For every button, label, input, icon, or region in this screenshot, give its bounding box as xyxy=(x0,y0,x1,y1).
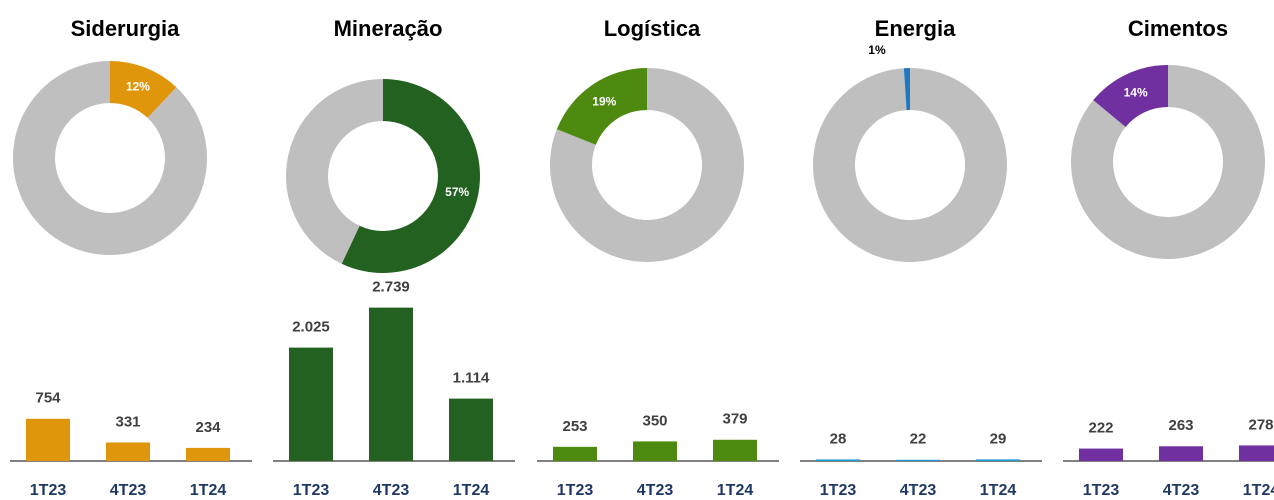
bar-label: 1.114 xyxy=(453,370,490,387)
panel-title: Energia xyxy=(875,16,956,41)
category-label: 1T24 xyxy=(453,482,490,499)
donut-slice xyxy=(1071,65,1266,259)
bar xyxy=(1239,445,1274,461)
bar-label: 2.025 xyxy=(292,319,330,336)
donut-slice xyxy=(1093,65,1168,127)
bar xyxy=(633,441,677,461)
category-label: 4T23 xyxy=(900,482,937,499)
bar-label: 29 xyxy=(990,430,1007,447)
category-label: 1T24 xyxy=(717,482,754,499)
bar xyxy=(289,347,333,461)
slice-label: 57% xyxy=(445,185,469,199)
category-label: 1T23 xyxy=(30,482,67,499)
donut-slice xyxy=(341,79,480,273)
category-label: 4T23 xyxy=(1163,482,1200,499)
bar xyxy=(106,442,150,461)
bar-label: 263 xyxy=(1168,417,1193,434)
bar-label: 278 xyxy=(1248,416,1273,433)
bar-label: 754 xyxy=(35,390,61,407)
category-label: 1T23 xyxy=(820,482,857,499)
bar-label: 22 xyxy=(910,431,927,448)
bar-label: 234 xyxy=(195,419,221,436)
category-label: 4T23 xyxy=(110,482,147,499)
category-label: 4T23 xyxy=(373,482,410,499)
bar-label: 379 xyxy=(722,411,747,428)
category-label: 1T24 xyxy=(1243,482,1274,499)
donut-slice xyxy=(813,68,1007,263)
bar xyxy=(816,459,860,461)
bar xyxy=(449,398,493,461)
bar-label: 331 xyxy=(115,413,140,430)
bar xyxy=(553,446,597,461)
donut-slice xyxy=(285,79,383,264)
panel-title: Siderurgia xyxy=(71,16,181,41)
slice-label: 14% xyxy=(1124,85,1148,99)
bar-label: 350 xyxy=(642,412,667,429)
panel-title: Logística xyxy=(604,16,701,41)
bar xyxy=(896,459,940,461)
category-label: 1T23 xyxy=(1083,482,1120,499)
bar-label: 253 xyxy=(562,418,587,435)
category-label: 1T23 xyxy=(557,482,594,499)
bar xyxy=(1079,448,1123,461)
bar xyxy=(369,307,413,461)
bar xyxy=(186,447,230,461)
bar-label: 28 xyxy=(830,430,847,447)
bar-label: 222 xyxy=(1088,420,1113,437)
bar-label: 2.739 xyxy=(372,279,410,296)
donut-slice xyxy=(110,61,177,118)
donut-slice xyxy=(556,68,647,145)
category-label: 1T23 xyxy=(293,482,330,499)
slice-label: 12% xyxy=(126,80,150,94)
donut-slice xyxy=(12,61,207,255)
slice-label: 19% xyxy=(592,94,616,108)
bar xyxy=(713,439,757,461)
category-label: 1T24 xyxy=(190,482,227,499)
bar xyxy=(976,459,1020,461)
donut-slice xyxy=(550,68,745,262)
bar xyxy=(26,418,70,461)
category-label: 1T24 xyxy=(980,482,1017,499)
panel-title: Mineração xyxy=(334,16,443,41)
donut-slice xyxy=(903,68,910,111)
panel-title: Cimentos xyxy=(1128,16,1228,41)
bar xyxy=(1159,446,1203,461)
category-label: 4T23 xyxy=(637,482,674,499)
slice-label: 1% xyxy=(868,43,886,57)
